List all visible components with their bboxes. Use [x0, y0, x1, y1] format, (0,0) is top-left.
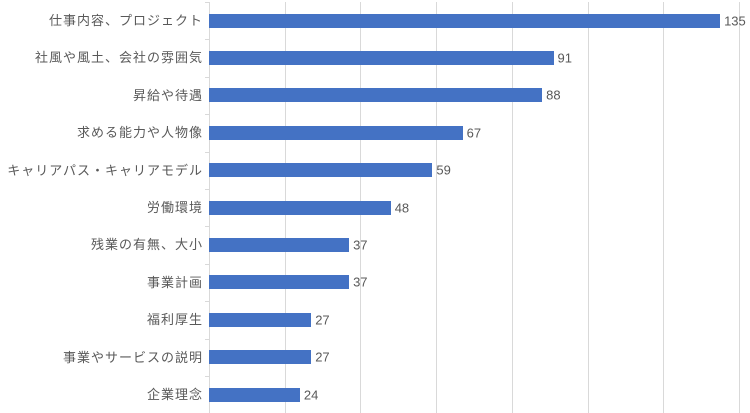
category-axis-tick [205, 376, 209, 377]
chart-row: 仕事内容、プロジェクト 135 [0, 2, 750, 39]
category-label: 仕事内容、プロジェクト [48, 13, 203, 28]
category-axis-tick [205, 76, 209, 78]
category-label: 労働環境 [146, 200, 203, 215]
data-label: 91 [557, 50, 572, 66]
data-label: 67 [466, 125, 482, 141]
category-axis-tick [205, 226, 209, 228]
category-label: 企業理念 [146, 387, 203, 402]
data-label: 59 [436, 162, 451, 178]
data-label: 37 [353, 274, 368, 290]
category-label: 求める能力や人物像 [76, 125, 203, 141]
chart-row: 企業理念 24 [0, 376, 750, 413]
chart-row: 社風や風土、会社の雰囲気 91 [0, 39, 750, 76]
category-label: 事業計画 [146, 274, 203, 290]
data-label: 27 [315, 312, 330, 328]
category-axis-tick [205, 151, 209, 153]
gridline [663, 2, 665, 413]
bar [209, 51, 554, 66]
bar [209, 125, 463, 140]
bar [209, 312, 312, 327]
category-axis-tick [205, 114, 209, 116]
category-axis-tick [205, 263, 209, 265]
data-label: 48 [394, 200, 410, 216]
bar [209, 238, 350, 253]
category-axis-tick [205, 189, 209, 190]
data-label: 24 [303, 387, 319, 403]
chart-row: 福利厚生 27 [0, 301, 750, 338]
category-axis-tick [205, 2, 209, 3]
chart-row: 求める能力や人物像 67 [0, 114, 750, 151]
gridline [739, 2, 740, 413]
gridline [587, 2, 589, 413]
chart-row: キャリアパス・キャリアモデル 59 [0, 152, 750, 189]
gridline [436, 2, 438, 413]
chart-row: 事業やサービスの説明 27 [0, 339, 750, 376]
category-label: 昇給や待遇 [132, 87, 203, 103]
chart-row: 事業計画 37 [0, 264, 750, 301]
chart-row: 残業の有無、大小 37 [0, 226, 750, 263]
bar [209, 387, 300, 402]
category-axis-tick [205, 39, 209, 41]
category-axis-tick [205, 301, 209, 303]
gridline [511, 2, 513, 413]
bar [209, 200, 391, 215]
category-label: 残業の有無、大小 [90, 237, 203, 253]
category-axis-tick [205, 338, 209, 340]
data-label: 37 [353, 237, 368, 253]
data-label: 135 [724, 13, 746, 29]
data-label: 88 [546, 87, 561, 103]
bar [209, 13, 721, 28]
bar [209, 350, 312, 365]
bar [209, 163, 433, 178]
bar [209, 275, 350, 290]
category-label: 事業やサービスの説明 [62, 349, 203, 365]
data-label: 27 [315, 349, 330, 365]
category-label: キャリアパス・キャリアモデル [7, 162, 203, 178]
category-label: 福利厚生 [146, 312, 203, 328]
chart-row: 労働環境 48 [0, 189, 750, 226]
category-label: 社風や風土、会社の雰囲気 [34, 50, 203, 66]
bar [209, 88, 543, 103]
chart-row: 昇給や待遇 88 [0, 77, 750, 114]
